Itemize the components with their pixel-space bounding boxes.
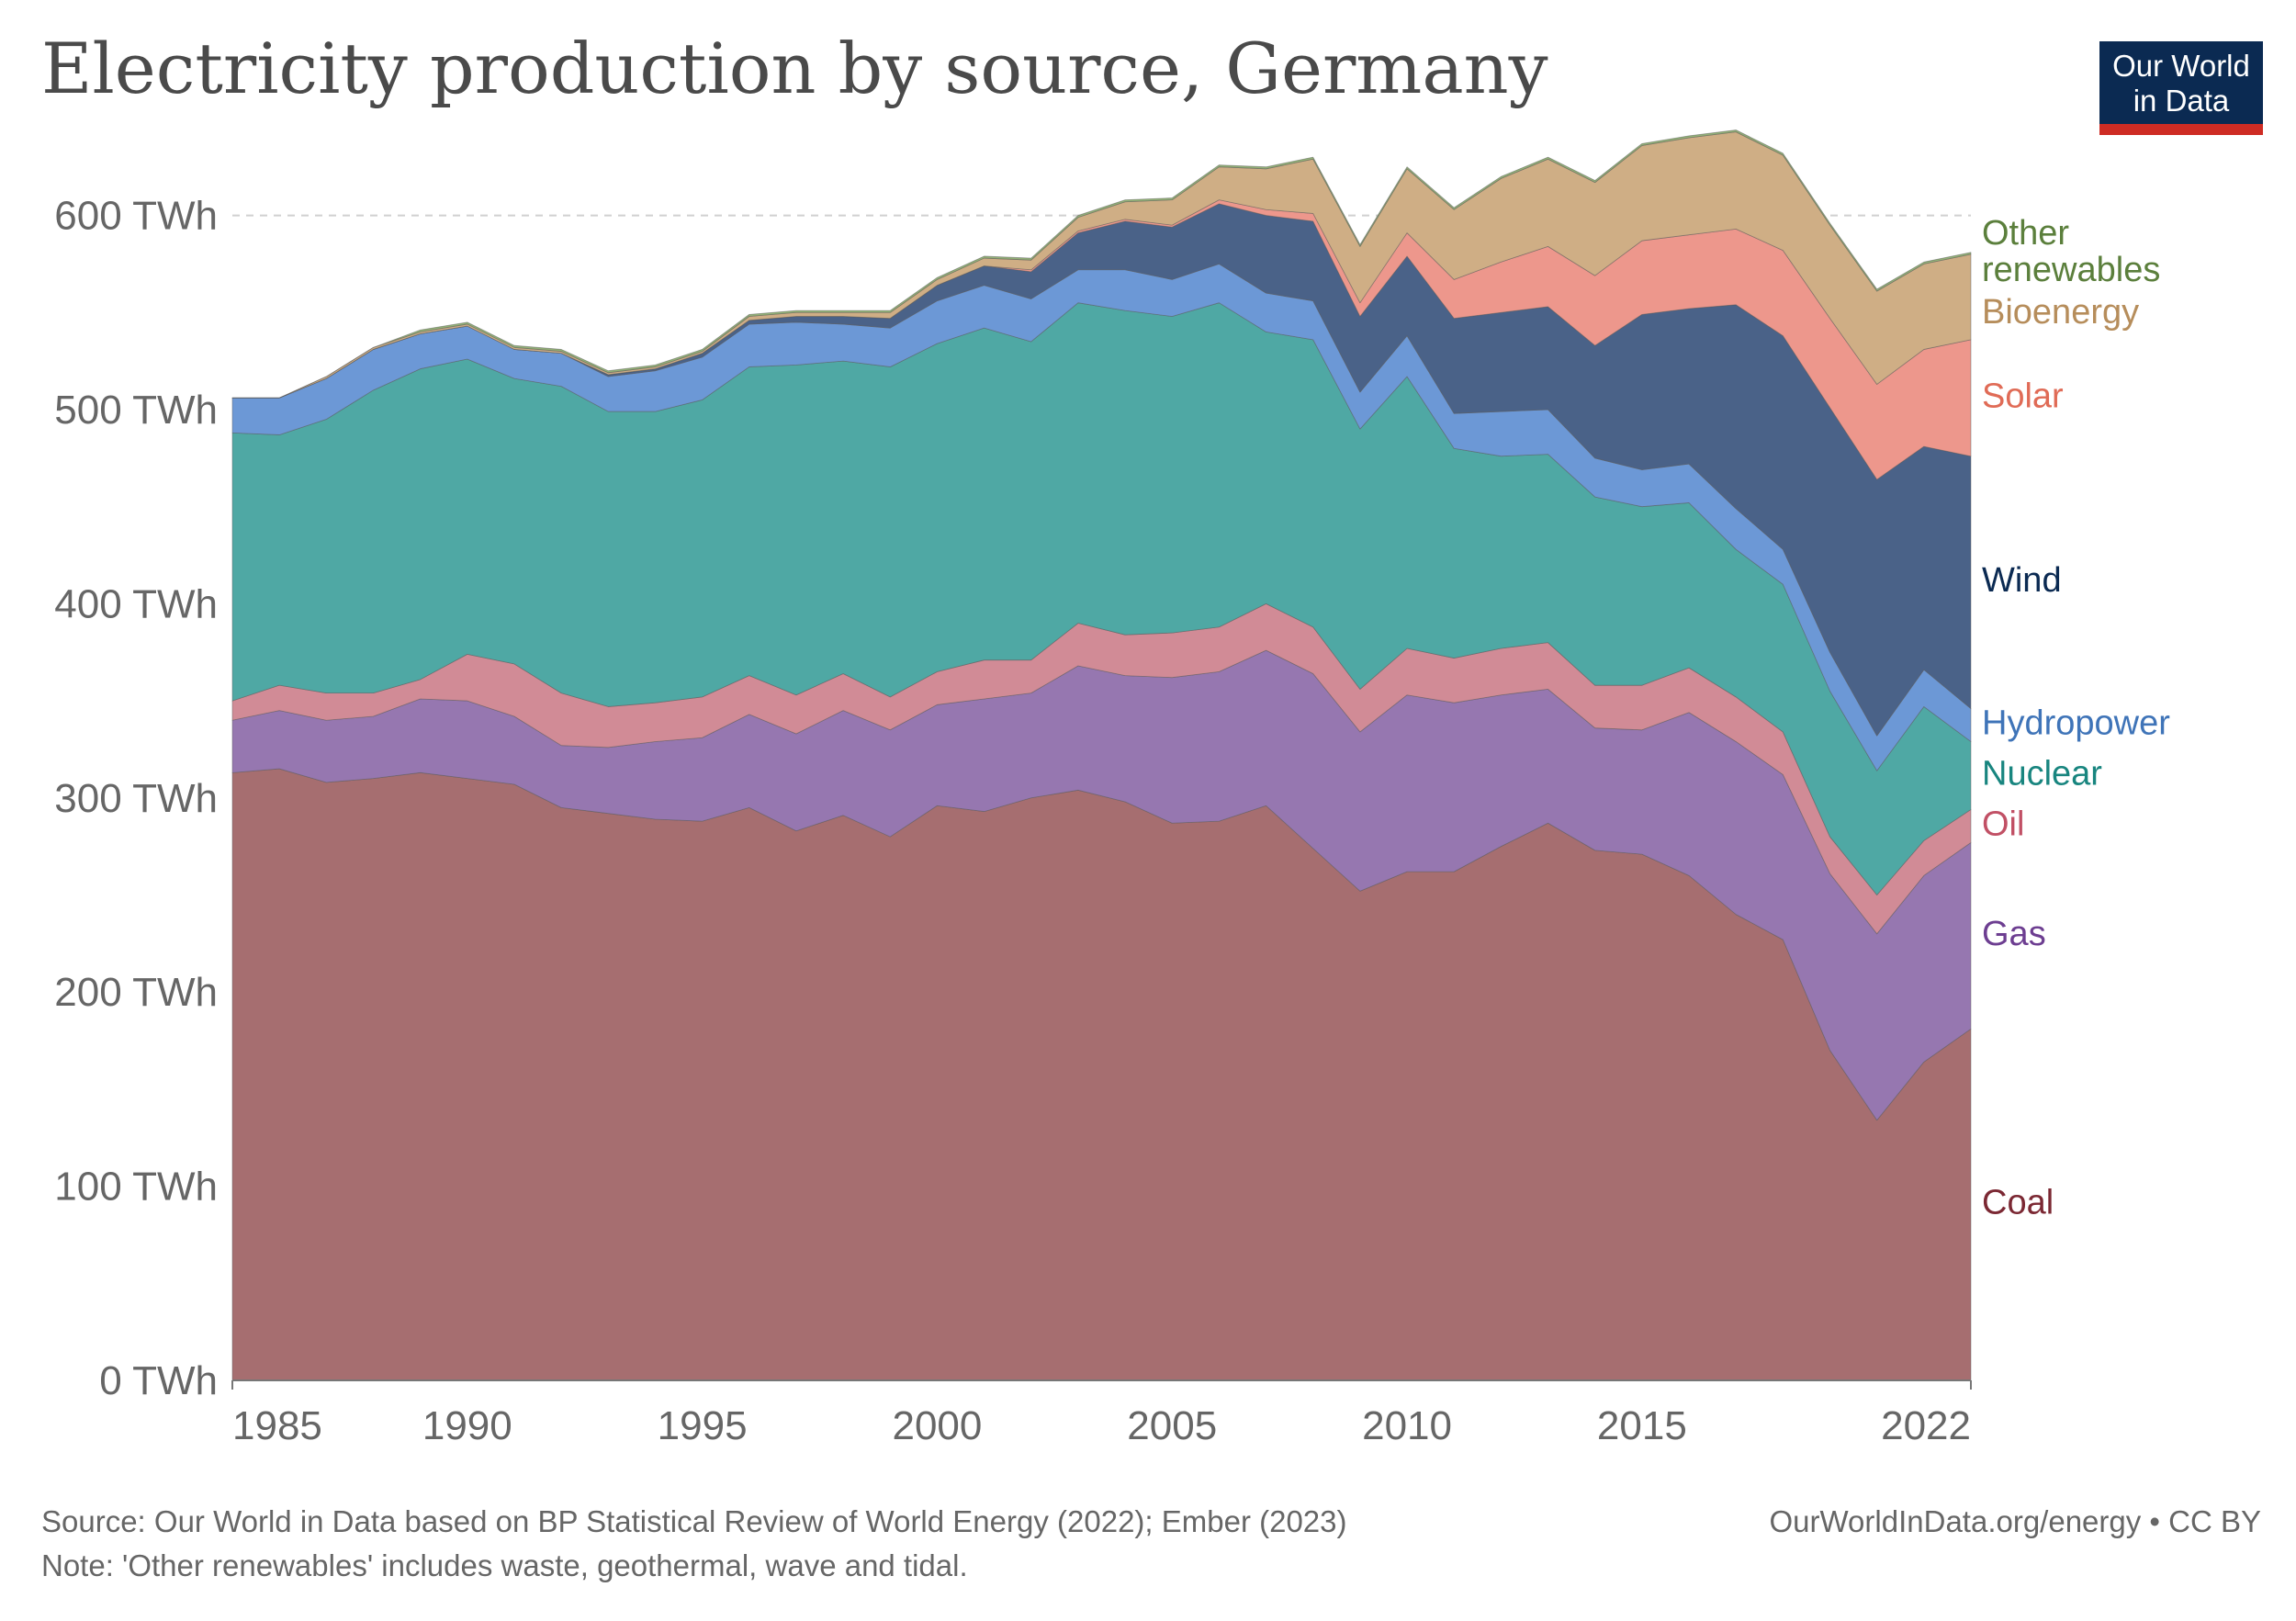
- logo-line-2: in Data: [2133, 84, 2230, 118]
- x-tick-label: 1990: [422, 1403, 512, 1448]
- y-tick-label: 300 TWh: [54, 776, 218, 821]
- source-note: Source: Our World in Data based on BP St…: [41, 1504, 1347, 1538]
- legend-label-line: Coal: [1982, 1184, 2054, 1222]
- legend-label-line: Wind: [1982, 561, 2062, 600]
- legend-label-wind[interactable]: Wind: [1982, 561, 2062, 600]
- legend-label-line: Other: [1982, 214, 2069, 253]
- x-tick-label: 2010: [1362, 1403, 1452, 1448]
- area-other-renewables[interactable]: [231, 129, 1972, 399]
- legend-label-line: Gas: [1982, 915, 2046, 953]
- legend-label-line: Solar: [1982, 377, 2064, 415]
- legend-label-line: Oil: [1982, 805, 2024, 843]
- legend-label-solar[interactable]: Solar: [1982, 377, 2064, 415]
- y-tick-label: 400 TWh: [54, 581, 218, 626]
- legend-label-line: Nuclear: [1982, 754, 2102, 793]
- y-tick-label: 0 TWh: [99, 1358, 218, 1403]
- x-tick-label: 2005: [1127, 1403, 1217, 1448]
- owid-logo[interactable]: Our World in Data: [2099, 41, 2263, 135]
- chart-title: Electricity production by source, German…: [41, 28, 1548, 109]
- legend-label-hydropower[interactable]: Hydropower: [1982, 704, 2170, 743]
- y-tick-label: 600 TWh: [54, 194, 218, 239]
- legend-label-line: renewables: [1982, 251, 2160, 289]
- legend-label-other-renewables[interactable]: Other renewables: [1982, 214, 2160, 289]
- y-axis-ticks: 0 TWh 100 TWh 200 TWh 300 TWh 400 TWh 500 TWh…: [54, 194, 218, 1403]
- y-tick-label: 200 TWh: [54, 970, 218, 1015]
- legend-label-line: Bioenergy: [1982, 293, 2139, 332]
- axes: [231, 1379, 1972, 1390]
- x-axis-ticks: 1985 1990 1995 2000 2005 2010 2015 2022: [232, 1403, 1971, 1448]
- license-credit[interactable]: OurWorldInData.org/energy • CC BY: [1769, 1504, 2262, 1538]
- footnote: Note: 'Other renewables' includes waste,…: [41, 1548, 968, 1582]
- legend-label-bioenergy[interactable]: Bioenergy: [1982, 293, 2139, 332]
- x-tick-label: 2015: [1597, 1403, 1687, 1448]
- legend-label-nuclear[interactable]: Nuclear: [1982, 754, 2102, 793]
- y-tick-label: 100 TWh: [54, 1165, 218, 1210]
- legend-label-gas[interactable]: Gas: [1982, 915, 2046, 953]
- logo-line-1: Our World: [2112, 49, 2250, 83]
- x-tick-label: 1985: [232, 1403, 322, 1448]
- legend: Other renewables Bioenergy Solar Wind Hydropo…: [1982, 214, 2170, 1222]
- legend-label-coal[interactable]: Coal: [1982, 1184, 2054, 1222]
- legend-label-oil[interactable]: Oil: [1982, 805, 2024, 843]
- x-tick-label: 1995: [658, 1403, 748, 1448]
- series-areas: [231, 129, 1972, 1381]
- x-tick-label: 2022: [1881, 1403, 1971, 1448]
- legend-label-line: Hydropower: [1982, 704, 2170, 743]
- x-tick-label: 2000: [892, 1403, 982, 1448]
- y-tick-label: 500 TWh: [54, 388, 218, 433]
